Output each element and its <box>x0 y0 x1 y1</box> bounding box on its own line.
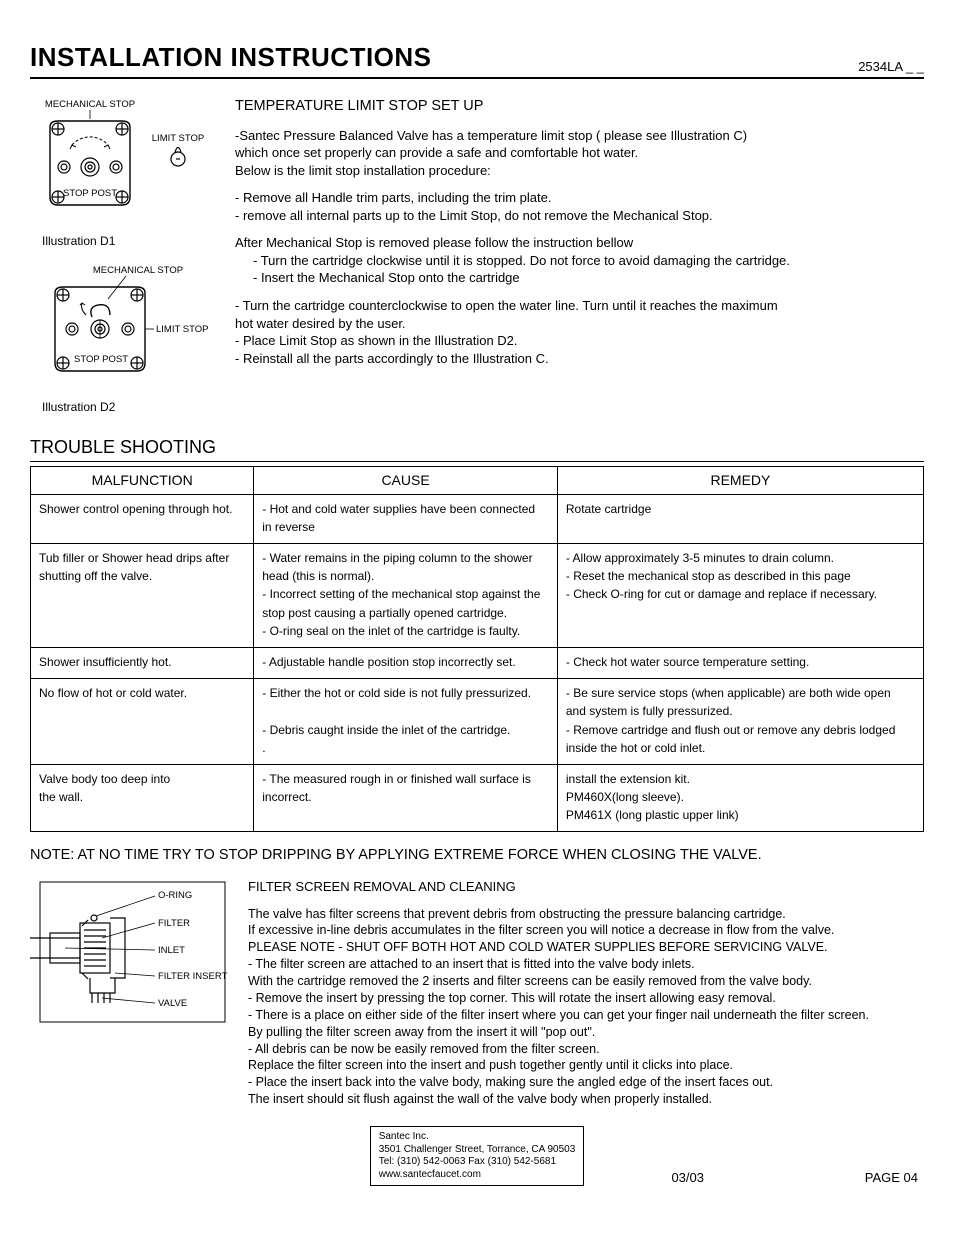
lbl-inlet: INLET <box>158 945 185 956</box>
temp-b2: - remove all internal parts up to the Li… <box>235 207 924 225</box>
table-cell: Rotate cartridge <box>557 494 923 543</box>
ts-header-row: MALFUNCTIONCAUSEREMEDY <box>31 466 924 494</box>
d2-mech-label: MECHANICAL STOP <box>93 265 183 276</box>
table-cell: - Water remains in the piping column to … <box>254 544 558 648</box>
temp-heading: TEMPERATURE LIMIT STOP SET UP <box>235 97 924 117</box>
illustration-column: MECHANICAL STOP <box>30 97 215 429</box>
lbl-oring: O-RING <box>158 890 192 901</box>
temp-sublist: - Turn the cartridge clockwise until it … <box>235 252 924 287</box>
troubleshooting-title: TROUBLE SHOOTING <box>30 435 924 461</box>
filter-line: - There is a place on either side of the… <box>248 1007 924 1024</box>
filter-line: - Remove the insert by pressing the top … <box>248 990 924 1007</box>
d1-mech-label: MECHANICAL STOP <box>45 99 135 110</box>
ts-header: CAUSE <box>254 466 558 494</box>
table-row: Shower control opening through hot.- Hot… <box>31 494 924 543</box>
temp-b3: - Turn the cartridge clockwise until it … <box>253 252 924 270</box>
filter-svg: O-RING FILTER INLET FILTER INSERT VALVE <box>30 878 230 1028</box>
temp-b6: - Place Limit Stop as shown in the Illus… <box>235 332 924 350</box>
d1-caption: Illustration D1 <box>42 233 215 249</box>
temp-b7: - Reinstall all the parts accordingly to… <box>235 350 924 368</box>
table-cell: - Allow approximately 3-5 minutes to dra… <box>557 544 923 648</box>
table-cell: - Hot and cold water supplies have been … <box>254 494 558 543</box>
d1-limit-label: LIMIT STOP <box>152 133 204 144</box>
temp-p2: After Mechanical Stop is removed please … <box>235 234 924 252</box>
filter-section: O-RING FILTER INLET FILTER INSERT VALVE … <box>30 878 924 1108</box>
table-row: Tub filler or Shower head drips aftershu… <box>31 544 924 648</box>
illustration-d2: MECHANICAL STOP STOP POST <box>30 263 215 393</box>
d2-limit-label: LIMIT STOP <box>156 324 208 335</box>
lbl-insert: FILTER INSERT <box>158 971 228 982</box>
table-cell: - Be sure service stops (when applicable… <box>557 679 923 765</box>
warning-note: NOTE: AT NO TIME TRY TO STOP DRIPPING BY… <box>30 846 924 866</box>
filter-line: If excessive in-line debris accumulates … <box>248 922 924 939</box>
company-web: www.santecfaucet.com <box>379 1169 576 1182</box>
table-cell: Shower control opening through hot. <box>31 494 254 543</box>
troubleshooting-table: MALFUNCTIONCAUSEREMEDY Shower control op… <box>30 466 924 833</box>
table-row: Shower insufficiently hot.- Adjustable h… <box>31 647 924 678</box>
company-name: Santec Inc. <box>379 1131 576 1144</box>
filter-text: FILTER SCREEN REMOVAL AND CLEANING The v… <box>248 878 924 1108</box>
temp-text: TEMPERATURE LIMIT STOP SET UP -Santec Pr… <box>235 97 924 429</box>
page-footer: Santec Inc. 3501 Challenger Street, Torr… <box>30 1126 924 1186</box>
d2-caption: Illustration D2 <box>42 399 215 415</box>
temp-p1c: Below is the limit stop installation pro… <box>235 162 924 180</box>
filter-lines: The valve has filter screens that preven… <box>248 906 924 1109</box>
model-code: 2534LA _ _ <box>858 58 924 76</box>
company-phone: Tel: (310) 542-0063 Fax (310) 542-5681 <box>379 1156 576 1169</box>
temp-b1: - Remove all Handle trim parts, includin… <box>235 189 924 207</box>
temp-b4: - Insert the Mechanical Stop onto the ca… <box>253 269 924 287</box>
filter-line: - Place the insert back into the valve b… <box>248 1074 924 1091</box>
filter-line: The valve has filter screens that preven… <box>248 906 924 923</box>
ts-body: Shower control opening through hot.- Hot… <box>31 494 924 832</box>
table-cell: Valve body too deep intothe wall. <box>31 764 254 832</box>
filter-line: By pulling the filter screen away from t… <box>248 1024 924 1041</box>
temp-b5a: - Turn the cartridge counterclockwise to… <box>235 297 924 315</box>
company-addr: 3501 Challenger Street, Torrance, CA 905… <box>379 1144 576 1157</box>
table-row: Valve body too deep intothe wall.- The m… <box>31 764 924 832</box>
filter-line: Replace the filter screen into the inser… <box>248 1057 924 1074</box>
footer-date: 03/03 <box>671 1169 704 1187</box>
temp-intro: -Santec Pressure Balanced Valve has a te… <box>235 127 924 180</box>
lbl-filter: FILTER <box>158 918 190 929</box>
filter-line: PLEASE NOTE - SHUT OFF BOTH HOT AND COLD… <box>248 939 924 956</box>
filter-line: The insert should sit flush against the … <box>248 1091 924 1108</box>
table-cell: Tub filler or Shower head drips aftershu… <box>31 544 254 648</box>
table-cell: - Adjustable handle position stop incorr… <box>254 647 558 678</box>
filter-line: With the cartridge removed the 2 inserts… <box>248 973 924 990</box>
temp-section: MECHANICAL STOP <box>30 97 924 429</box>
table-cell: - Either the hot or cold side is not ful… <box>254 679 558 765</box>
table-cell: No flow of hot or cold water. <box>31 679 254 765</box>
table-cell: - Check hot water source temperature set… <box>557 647 923 678</box>
table-row: No flow of hot or cold water.- Either th… <box>31 679 924 765</box>
page-title: INSTALLATION INSTRUCTIONS <box>30 40 432 75</box>
ts-header: REMEDY <box>557 466 923 494</box>
filter-line: - The filter screen are attached to an i… <box>248 956 924 973</box>
table-cell: install the extension kit.PM460X(long sl… <box>557 764 923 832</box>
table-cell: Shower insufficiently hot. <box>31 647 254 678</box>
ts-header: MALFUNCTION <box>31 466 254 494</box>
page-header: INSTALLATION INSTRUCTIONS 2534LA _ _ <box>30 40 924 79</box>
company-box: Santec Inc. 3501 Challenger Street, Torr… <box>370 1126 585 1186</box>
lbl-valve: VALVE <box>158 998 187 1009</box>
temp-b5b: hot water desired by the user. <box>235 315 924 333</box>
temp-list1: - Remove all Handle trim parts, includin… <box>235 189 924 224</box>
temp-list2: - Turn the cartridge counterclockwise to… <box>235 297 924 367</box>
temp-p1a: -Santec Pressure Balanced Valve has a te… <box>235 127 924 145</box>
filter-heading: FILTER SCREEN REMOVAL AND CLEANING <box>248 878 924 896</box>
temp-p1b: which once set properly can provide a sa… <box>235 144 924 162</box>
d2-post-label: STOP POST <box>74 354 128 365</box>
illustration-d1: MECHANICAL STOP <box>30 97 215 227</box>
filter-illustration: O-RING FILTER INLET FILTER INSERT VALVE <box>30 878 230 1108</box>
d1-post-label: STOP POST <box>63 188 117 199</box>
footer-page: PAGE 04 <box>865 1169 918 1187</box>
table-cell: - The measured rough in or finished wall… <box>254 764 558 832</box>
filter-line: - All debris can be now be easily remove… <box>248 1041 924 1058</box>
